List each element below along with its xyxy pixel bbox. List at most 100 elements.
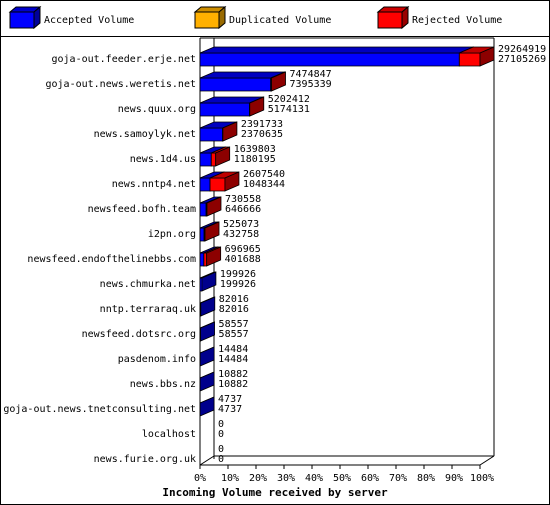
x-tick-label: 80% <box>417 473 435 484</box>
total-label: 58557 <box>219 319 249 330</box>
total-label: 4737 <box>218 394 242 405</box>
bar-segment <box>209 171 240 192</box>
legend-swatch <box>377 11 403 29</box>
bar-front <box>199 252 205 267</box>
legend-swatch-side <box>218 5 226 30</box>
legend-swatch <box>194 11 220 29</box>
bar-segment <box>203 221 220 242</box>
bar-side <box>215 146 231 167</box>
accepted-label: 432758 <box>223 229 259 240</box>
category-label: pasdenom.info <box>118 354 196 365</box>
bar-front <box>199 102 250 117</box>
accepted-label: 10882 <box>218 379 248 390</box>
accepted-label: 82016 <box>219 304 249 315</box>
category-label: newsfeed.endofthelinebbs.com <box>27 254 196 265</box>
bar-segment <box>203 246 222 267</box>
accepted-label: 7395339 <box>290 79 332 90</box>
accepted-label: 646666 <box>225 204 261 215</box>
bar-side <box>199 371 215 392</box>
x-tick-label: 30% <box>277 473 295 484</box>
bar-side <box>199 346 215 367</box>
legend-label: Rejected Volume <box>412 15 502 26</box>
x-tick-label: 20% <box>249 473 267 484</box>
bar-segment <box>270 71 286 92</box>
total-label: 10882 <box>218 369 248 380</box>
bar-front <box>203 252 208 267</box>
bar-side <box>271 71 286 92</box>
x-tick-label: 60% <box>361 473 379 484</box>
accepted-label: 2370635 <box>241 129 283 140</box>
bar-front <box>209 177 226 192</box>
legend-swatch <box>9 11 35 29</box>
total-label: 0 <box>218 444 224 455</box>
total-label: 199926 <box>220 269 256 280</box>
total-label: 7474847 <box>290 69 332 80</box>
bar-top <box>199 46 474 54</box>
bar-side <box>224 171 240 192</box>
bar-segment <box>199 271 217 292</box>
category-label: goja-out.news.weretis.net <box>45 79 196 90</box>
category-label: news.quux.org <box>118 104 196 115</box>
x-tick-label: 90% <box>445 473 463 484</box>
bar-segment <box>199 371 215 392</box>
bar-side <box>206 246 222 267</box>
bar-segment <box>458 46 495 67</box>
bar-side <box>200 321 215 342</box>
legend-swatch-side <box>33 5 41 30</box>
total-label: 14484 <box>218 344 248 355</box>
accepted-label: 199926 <box>220 279 256 290</box>
total-label: 1639803 <box>234 144 276 155</box>
accepted-label: 58557 <box>219 329 249 340</box>
total-label: 5202412 <box>268 94 310 105</box>
bar-front <box>199 127 224 142</box>
bar-segment <box>210 146 231 167</box>
accepted-label: 5174131 <box>268 104 310 115</box>
x-tick-label: 100% <box>470 473 494 484</box>
bar-side <box>201 271 217 292</box>
category-label: nntp.terraraq.uk <box>100 304 196 315</box>
total-label: 730558 <box>225 194 261 205</box>
accepted-label: 4737 <box>218 404 242 415</box>
category-label: news.furie.org.uk <box>94 454 196 465</box>
bar-segment <box>205 196 222 217</box>
category-label: i2pn.org <box>148 229 196 240</box>
accepted-label: 1048344 <box>243 179 285 190</box>
bar-front <box>199 77 272 92</box>
total-label: 82016 <box>219 294 249 305</box>
legend-swatch-side <box>401 5 409 30</box>
x-tick-label: 70% <box>389 473 407 484</box>
bar-front <box>199 227 205 242</box>
total-label: 29264919 <box>498 44 546 55</box>
bar-front <box>199 177 211 192</box>
category-label: news.bbs.nz <box>130 379 196 390</box>
bar-side <box>206 196 222 217</box>
bar-side <box>222 121 238 142</box>
axis <box>199 455 215 466</box>
bar-segment <box>222 121 238 142</box>
total-label: 2607540 <box>243 169 285 180</box>
accepted-label: 1180195 <box>234 154 276 165</box>
bar-side <box>199 396 215 417</box>
bar-segment <box>199 296 216 317</box>
bar-segment <box>199 321 215 342</box>
total-label: 525073 <box>223 219 259 230</box>
legend-label: Duplicated Volume <box>229 15 331 26</box>
legend-label: Accepted Volume <box>44 15 134 26</box>
bar-front <box>199 202 207 217</box>
accepted-label: 0 <box>218 429 224 440</box>
category-label: goja-out.news.tnetconsulting.net <box>3 404 196 415</box>
x-tick-label: 50% <box>333 473 351 484</box>
category-label: news.nntp4.net <box>112 179 196 190</box>
bar-side <box>479 46 495 67</box>
category-label: news.chmurka.net <box>100 279 196 290</box>
bar-front <box>458 52 481 67</box>
category-label: news.samoylyk.net <box>94 129 196 140</box>
bar-front <box>199 52 460 67</box>
category-label: localhost <box>142 429 196 440</box>
bar-segment <box>249 96 265 117</box>
total-label: 0 <box>218 419 224 430</box>
bar-segment <box>199 346 215 367</box>
category-label: newsfeed.bofh.team <box>88 204 196 215</box>
category-label: goja-out.feeder.erje.net <box>52 54 197 65</box>
